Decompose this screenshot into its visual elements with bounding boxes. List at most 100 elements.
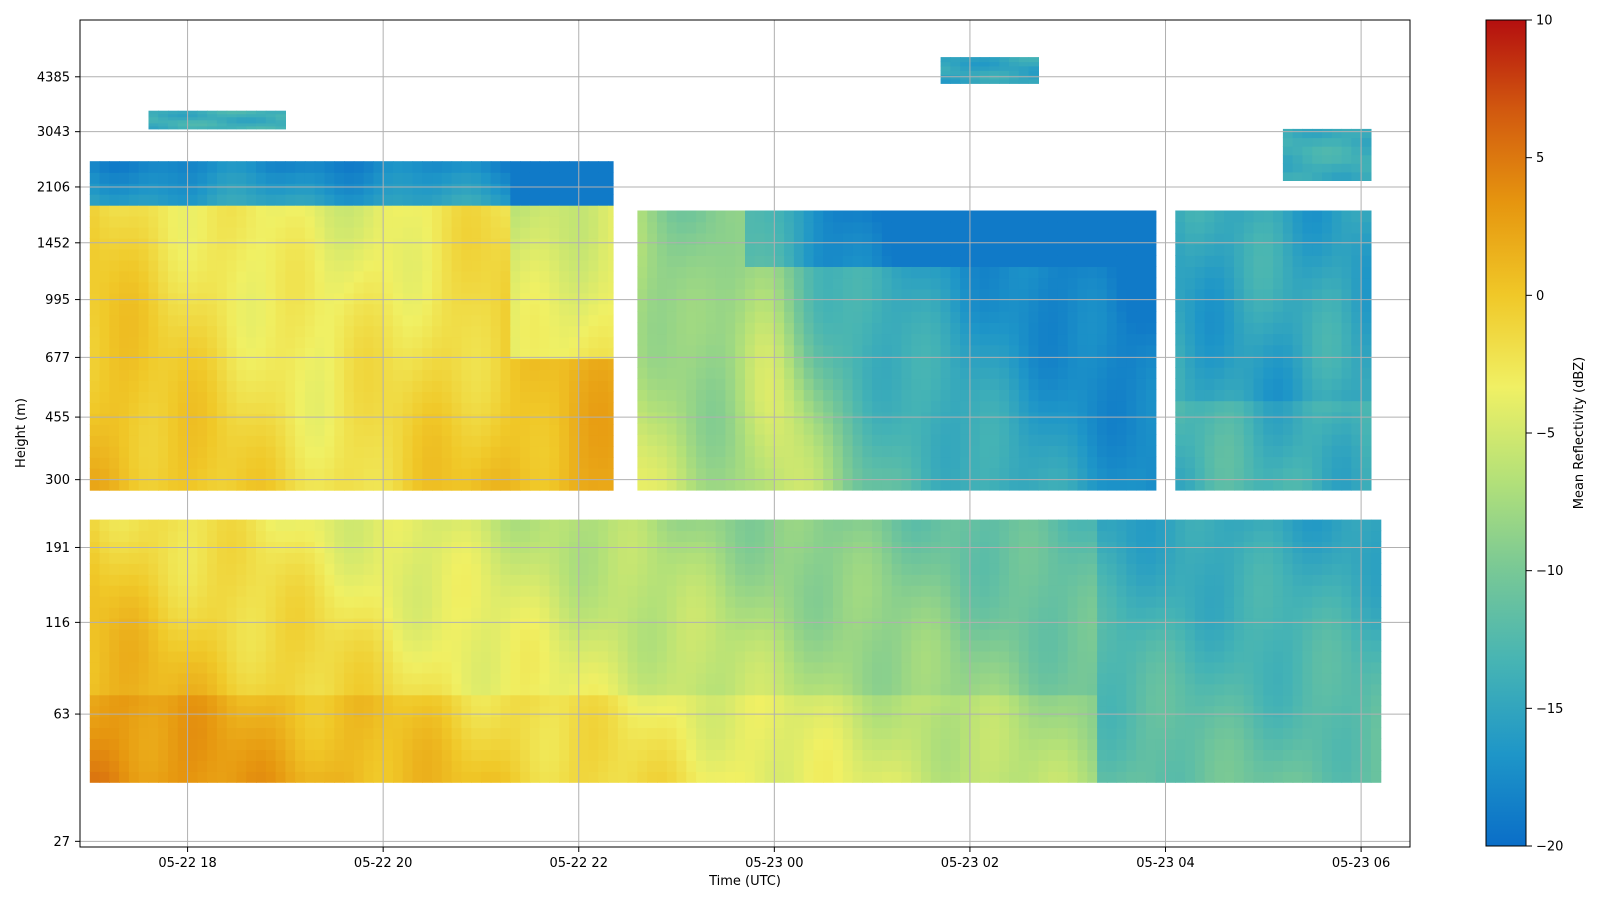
heatmap-cell bbox=[383, 205, 394, 217]
heatmap-cell bbox=[138, 413, 150, 425]
heatmap-cell bbox=[1292, 333, 1303, 346]
heatmap-cell bbox=[901, 344, 912, 357]
heatmap-cell bbox=[432, 237, 443, 250]
heatmap-cell bbox=[1361, 467, 1372, 480]
heatmap-cell bbox=[148, 161, 159, 173]
heatmap-cell bbox=[128, 563, 140, 575]
heatmap-cell bbox=[989, 322, 1000, 335]
heatmap-cell bbox=[833, 221, 844, 234]
heatmap-cell bbox=[402, 336, 414, 349]
heatmap-cell bbox=[158, 172, 169, 184]
heatmap-cell bbox=[128, 259, 140, 272]
heatmap-cell bbox=[1038, 277, 1049, 290]
heatmap-cell bbox=[1351, 355, 1362, 368]
heatmap-cell bbox=[363, 618, 374, 630]
heatmap-cell bbox=[774, 266, 785, 279]
heatmap-cell bbox=[314, 183, 326, 195]
heatmap-cell bbox=[833, 367, 844, 379]
heatmap-cell bbox=[187, 358, 198, 371]
heatmap-cell bbox=[833, 277, 844, 290]
heatmap-cell bbox=[559, 672, 570, 685]
heatmap-cell bbox=[510, 336, 521, 349]
heatmap-cell bbox=[1048, 300, 1059, 312]
heatmap-cell bbox=[539, 424, 550, 436]
heatmap-cell bbox=[148, 672, 159, 685]
heatmap-cell bbox=[608, 738, 619, 750]
heatmap-cell bbox=[168, 661, 179, 674]
heatmap-cell bbox=[1282, 378, 1294, 390]
heatmap-cell bbox=[901, 478, 912, 491]
heatmap-cell bbox=[481, 391, 492, 403]
heatmap-cell bbox=[412, 530, 423, 542]
heatmap-cell bbox=[197, 694, 208, 707]
heatmap-cell bbox=[1331, 434, 1343, 446]
heatmap-cell bbox=[422, 650, 433, 663]
heatmap-cell bbox=[432, 629, 443, 641]
heatmap-cell bbox=[461, 205, 472, 217]
heatmap-cell bbox=[207, 749, 218, 761]
heatmap-cell bbox=[803, 255, 815, 267]
heatmap-cell bbox=[138, 727, 150, 740]
heatmap-cell bbox=[344, 413, 355, 425]
heatmap-cell bbox=[197, 391, 208, 403]
heatmap-cell bbox=[1224, 411, 1235, 424]
heatmap-cell bbox=[304, 650, 316, 663]
heatmap-cell bbox=[1204, 244, 1215, 256]
heatmap-cell bbox=[334, 661, 345, 674]
heatmap-cell bbox=[481, 227, 492, 239]
heatmap-cell bbox=[138, 446, 150, 458]
heatmap-cell bbox=[1302, 478, 1313, 491]
heatmap-cell bbox=[1302, 244, 1313, 256]
heatmap-cell bbox=[1097, 456, 1108, 469]
heatmap-cell bbox=[647, 749, 658, 761]
heatmap-cell bbox=[569, 672, 580, 685]
heatmap-cell bbox=[490, 205, 502, 217]
heatmap-cell bbox=[510, 607, 521, 619]
heatmap-cell bbox=[696, 445, 707, 458]
heatmap-cell bbox=[715, 210, 727, 223]
heatmap-cell bbox=[529, 552, 541, 564]
heatmap-cell bbox=[304, 607, 316, 619]
heatmap-cell bbox=[608, 468, 614, 480]
heatmap-cell bbox=[207, 248, 218, 261]
heatmap-cell bbox=[569, 237, 580, 250]
heatmap-cell bbox=[187, 161, 198, 173]
heatmap-cell bbox=[187, 519, 198, 532]
heatmap-cell bbox=[647, 266, 658, 279]
heatmap-cell bbox=[187, 314, 198, 327]
heatmap-cell bbox=[735, 467, 746, 480]
heatmap-cell bbox=[89, 183, 101, 195]
heatmap-cell bbox=[187, 248, 198, 261]
heatmap-cell bbox=[1106, 232, 1118, 245]
heatmap-cell bbox=[1009, 411, 1020, 424]
heatmap-cell bbox=[265, 760, 277, 772]
heatmap-cell bbox=[1292, 400, 1303, 413]
heatmap-cell bbox=[627, 607, 638, 619]
heatmap-cell bbox=[353, 446, 365, 458]
heatmap-cell bbox=[510, 650, 521, 663]
heatmap-cell bbox=[588, 683, 599, 696]
heatmap-cell bbox=[246, 314, 257, 327]
heatmap-cell bbox=[1282, 355, 1294, 368]
heatmap-cell bbox=[481, 596, 492, 608]
heatmap-cell bbox=[1185, 422, 1196, 435]
heatmap-cell bbox=[353, 194, 365, 206]
heatmap-cell bbox=[647, 277, 658, 290]
heatmap-cell bbox=[432, 607, 443, 619]
heatmap-cell bbox=[275, 172, 286, 184]
heatmap-cell bbox=[109, 457, 120, 469]
heatmap-cell bbox=[148, 563, 159, 575]
heatmap-cell bbox=[256, 380, 267, 392]
heatmap-cell bbox=[686, 672, 697, 685]
heatmap-cell bbox=[647, 445, 658, 458]
heatmap-cell bbox=[187, 172, 198, 184]
heatmap-cell bbox=[1077, 244, 1088, 256]
heatmap-cell bbox=[109, 760, 120, 772]
heatmap-cell bbox=[1038, 244, 1049, 256]
heatmap-cell bbox=[119, 705, 130, 718]
heatmap-cell bbox=[422, 205, 433, 217]
heatmap-cell bbox=[1116, 422, 1127, 435]
heatmap-cell bbox=[158, 596, 169, 608]
heatmap-cell bbox=[842, 478, 854, 491]
heatmap-cell bbox=[520, 552, 531, 564]
